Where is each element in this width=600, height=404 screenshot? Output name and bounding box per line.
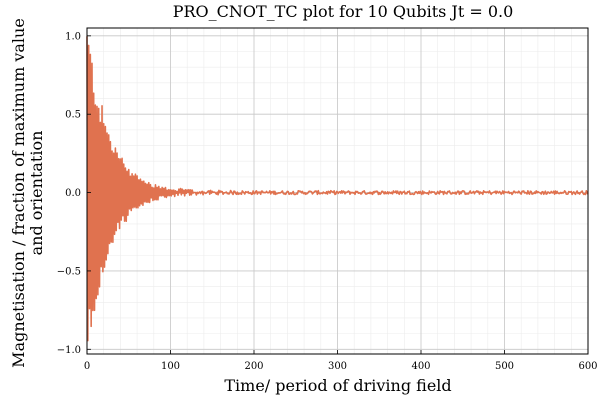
x-axis-ticks: 0 100 200 300 400 500 600 bbox=[84, 350, 598, 372]
x-tick-label: 600 bbox=[578, 361, 597, 372]
y-tick-label: −0.5 bbox=[57, 266, 81, 277]
x-tick-label: 300 bbox=[328, 361, 347, 372]
y-axis-ticks: −1.0 −0.5 0.0 0.5 1.0 bbox=[57, 31, 91, 356]
chart-title: PRO_CNOT_TC plot for 10 Qubits Jt = 0.0 bbox=[173, 2, 514, 21]
x-tick-label: 400 bbox=[411, 361, 430, 372]
y-tick-label: −1.0 bbox=[57, 345, 81, 356]
x-tick-label: 200 bbox=[244, 361, 263, 372]
y-axis-title-line1: Magnetisation / fraction of maximum valu… bbox=[9, 18, 28, 368]
y-tick-label: 0.5 bbox=[65, 110, 81, 121]
y-tick-label: 0.0 bbox=[65, 188, 81, 199]
x-axis-title: Time/ period of driving field bbox=[224, 376, 451, 395]
series-line bbox=[86, 36, 589, 342]
series-layer bbox=[86, 36, 589, 342]
x-tick-label: 500 bbox=[495, 361, 514, 372]
x-tick-label: 0 bbox=[84, 361, 90, 372]
y-axis-title: Magnetisation / fraction of maximum valu… bbox=[9, 18, 46, 368]
y-axis-title-line2: and orientation bbox=[27, 131, 46, 256]
y-tick-label: 1.0 bbox=[65, 31, 81, 42]
x-tick-label: 100 bbox=[161, 361, 180, 372]
